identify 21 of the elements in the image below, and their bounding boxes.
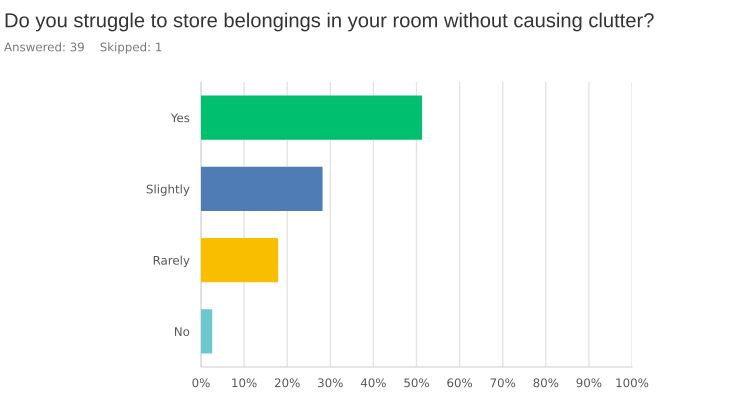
x-tick-label: 10%: [232, 378, 257, 388]
x-tick-label: 20%: [274, 378, 300, 388]
x-tick-label: 100%: [616, 378, 648, 388]
y-tick-label: Rarely: [154, 256, 190, 268]
x-tick-label: 80%: [533, 378, 558, 388]
bar: [201, 309, 212, 354]
x-tick-label: 70%: [490, 378, 516, 388]
y-tick-label: No: [174, 327, 190, 336]
x-tick-label: 40%: [360, 378, 386, 388]
x-tick-label: 60%: [447, 378, 472, 388]
chart-title: Do you struggle to store belongings in your room without causing clutter?: [6, 12, 654, 32]
bar: [201, 238, 278, 282]
x-tick-label: 30%: [318, 378, 343, 388]
bar: [201, 96, 422, 140]
y-tick-label: Slightly: [146, 184, 190, 196]
x-tick-label: 0%: [192, 378, 210, 388]
x-tick-label: 90%: [576, 378, 602, 388]
bar: [201, 166, 323, 211]
x-tick-label: 50%: [404, 378, 429, 388]
text: Answered: 39 Skipped: 1: [4, 42, 162, 54]
y-tick-label: Yes: [170, 114, 190, 122]
